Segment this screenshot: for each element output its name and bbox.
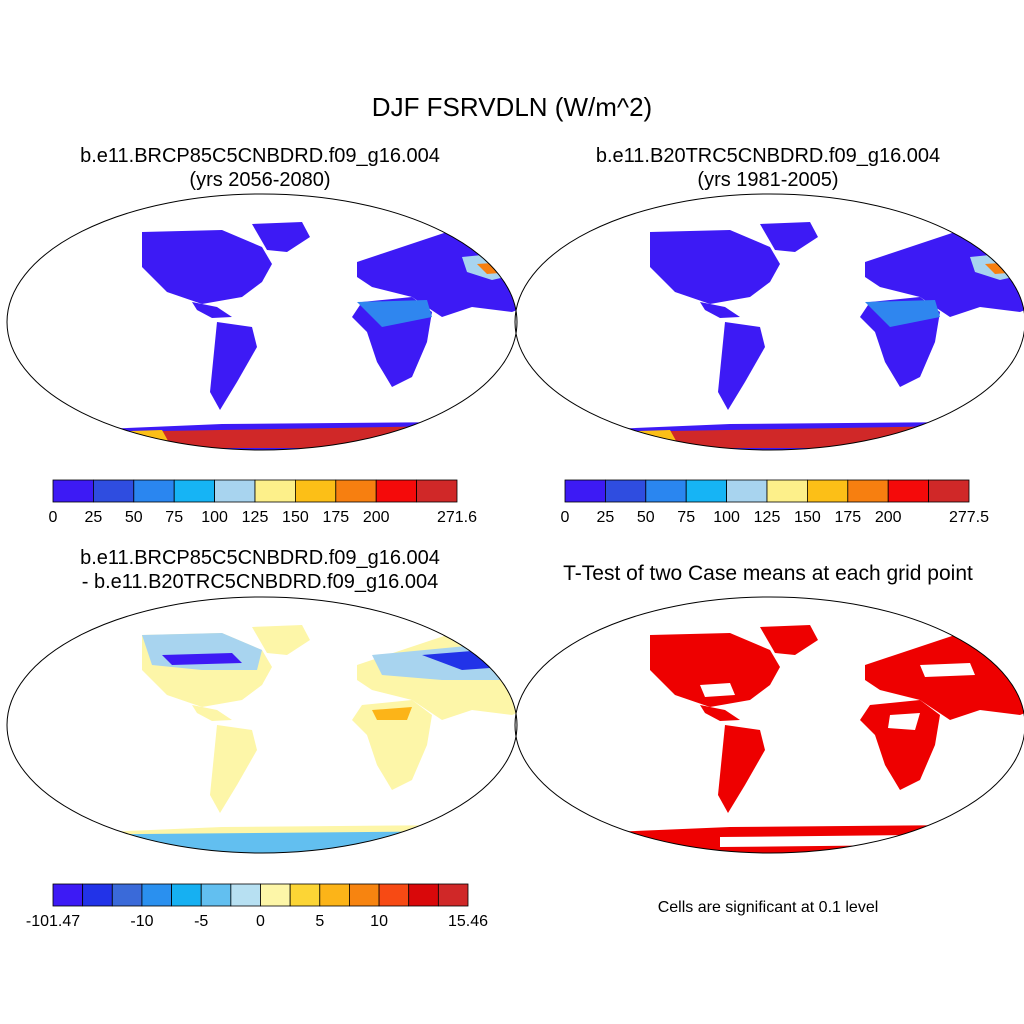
colorbar-case: 0 25 50 75 100 125 150 175 200 271.6 [49, 479, 477, 526]
colorbar-tick-label: 150 [794, 509, 821, 526]
colorbar-swatch [375, 479, 418, 503]
map-panel-ttest [514, 596, 1024, 854]
panel-control-title-line1: b.e11.B20TRC5CNBDRD.f09_g16.004 [595, 145, 941, 167]
colorbar-swatch [378, 883, 410, 907]
colorbar-swatch [111, 883, 143, 907]
panel-case-title-line1: b.e11.BRCP85C5CNBDRD.f09_g16.004 [80, 145, 440, 167]
colorbar-tick-label: 175 [322, 509, 349, 526]
panel-case-title: b.e11.BRCP85C5CNBDRD.f09_g16.004 (yrs 20… [30, 144, 490, 192]
antarctic-field [32, 830, 517, 853]
ttest-gap-eurasia [920, 663, 975, 677]
colorbars: 0 25 50 75 100 125 150 175 200 271.6 0 25 50 75 100 125… [26, 479, 989, 930]
antarctic-rim [540, 430, 680, 448]
panel-control-title: b.e11.B20TRC5CNBDRD.f09_g16.004 (yrs 198… [538, 144, 998, 192]
colorbar-swatch [726, 479, 768, 503]
colorbar-tick-label: 75 [677, 509, 695, 526]
colorbar-swatch [82, 883, 113, 907]
colorbar-swatch [93, 479, 135, 503]
colorbar-swatch [564, 479, 606, 503]
colorbar-swatch [141, 883, 172, 907]
colorbar-swatch [349, 883, 380, 907]
colorbar-tick-label: 150 [282, 509, 309, 526]
colorbar-swatch [173, 479, 215, 503]
colorbar-tick-label: 125 [754, 509, 781, 526]
colorbar-tick-label: 200 [875, 509, 902, 526]
colorbar-tick-label: 75 [165, 509, 183, 526]
colorbar-tick-label: 0 [561, 509, 570, 526]
panel-difference-title: b.e11.BRCP85C5CNBDRD.f09_g16.004 - b.e11… [30, 546, 490, 594]
colorbar-swatch [133, 479, 175, 503]
colorbar-swatch [294, 479, 337, 503]
colorbar-tick-label: 100 [713, 509, 740, 526]
colorbar-tick-label: 0 [49, 509, 58, 526]
colorbar-swatch [928, 479, 970, 503]
sahara-field [865, 300, 940, 327]
colorbar-tick-label: 125 [242, 509, 269, 526]
colorbar-swatch [766, 479, 808, 503]
colorbar-tick-label: 277.5 [949, 509, 989, 526]
panel-ttest-title: T-Test of two Case means at each grid po… [563, 562, 973, 585]
colorbar-swatch [52, 479, 94, 503]
colorbar-tick-label: 175 [834, 509, 861, 526]
colorbar-tick-label: 271.6 [437, 509, 477, 526]
colorbar-swatch [171, 883, 202, 907]
colorbar-swatch [847, 479, 889, 503]
colorbar-swatch [335, 479, 377, 503]
panel-control-title-line2: (yrs 1981-2005) [697, 169, 839, 191]
significance-note: Cells are significant at 0.1 level [657, 899, 879, 916]
ttest-gap-northamerica [700, 683, 735, 697]
colorbar-tick-label: 25 [597, 509, 615, 526]
colorbar-swatch [605, 479, 647, 503]
colorbar-tick-label: 25 [85, 509, 103, 526]
north-america-decrease [142, 633, 262, 670]
map-panel-difference [6, 596, 518, 854]
land-case [32, 222, 517, 450]
north-america-core [162, 653, 242, 665]
panel-case-title-line2: (yrs 2056-2080) [189, 169, 331, 191]
colorbar-swatch [408, 883, 439, 907]
panel-difference-title-line2: - b.e11.B20TRC5CNBDRD.f09_g16.004 [81, 571, 439, 593]
colorbar-tick-label: 0 [256, 913, 265, 930]
colorbar-swatch [416, 479, 458, 503]
colorbar-swatch [645, 479, 687, 503]
map-panel-control [514, 193, 1024, 451]
land-ttest [540, 625, 1024, 853]
land-difference [32, 625, 517, 853]
colorbar-tick-label: 50 [125, 509, 143, 526]
sahara-increase [372, 707, 412, 720]
ttest-gap-africa [888, 713, 920, 730]
colorbar-tick-label: -101.47 [26, 913, 80, 930]
colorbar-swatch [214, 479, 256, 503]
colorbar-swatch [319, 883, 350, 907]
colorbar-swatch [289, 883, 321, 907]
colorbar-swatch [52, 883, 84, 907]
figure-title: DJF FSRVDLN (W/m^2) [371, 92, 653, 122]
ttest-gap-antarctica [720, 835, 920, 847]
colorbar-difference: -101.47 -10 -5 0 5 10 15.46 [26, 883, 488, 930]
colorbar-tick-label: -10 [130, 913, 153, 930]
panel-difference-title-line1: b.e11.BRCP85C5CNBDRD.f09_g16.004 [80, 547, 440, 569]
colorbar-swatch [254, 479, 296, 503]
colorbar-control: 0 25 50 75 100 125 150 175 200 277.5 [561, 479, 989, 526]
colorbar-swatch [260, 883, 291, 907]
colorbar-swatch [437, 883, 469, 907]
land-control [540, 222, 1024, 450]
colorbar-swatch [685, 479, 728, 503]
colorbar-tick-label: 5 [315, 913, 324, 930]
sahara-field [357, 300, 432, 327]
antarctic-rim [32, 430, 172, 448]
colorbar-tick-label: 200 [363, 509, 390, 526]
map-panel-case [6, 193, 518, 451]
colorbar-tick-label: 10 [370, 913, 388, 930]
colorbar-swatch [200, 883, 232, 907]
colorbar-swatch [807, 479, 849, 503]
colorbar-tick-label: 50 [637, 509, 655, 526]
colorbar-tick-label: 100 [201, 509, 228, 526]
colorbar-swatch [887, 479, 930, 503]
colorbar-tick-label: -5 [194, 913, 208, 930]
colorbar-tick-label: 15.46 [448, 913, 488, 930]
colorbar-swatch [230, 883, 261, 907]
